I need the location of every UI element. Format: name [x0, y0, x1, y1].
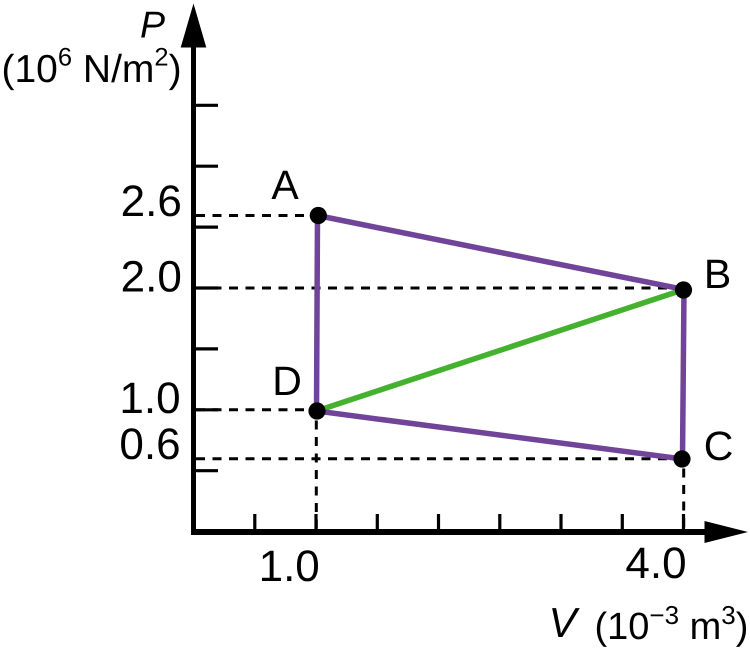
svg-text:A: A: [271, 162, 299, 208]
svg-text:V: V: [549, 599, 581, 646]
svg-text:0.6: 0.6: [119, 420, 180, 469]
svg-text:C: C: [704, 423, 734, 469]
svg-text:(106 N/m2): (106 N/m2): [2, 43, 182, 91]
svg-text:D: D: [272, 358, 302, 404]
svg-text:1.0: 1.0: [119, 374, 180, 423]
svg-text:2.0: 2.0: [121, 253, 182, 302]
svg-text:B: B: [704, 251, 731, 297]
svg-text:4.0: 4.0: [625, 539, 686, 588]
svg-text:1.0: 1.0: [259, 542, 320, 591]
svg-text:P: P: [140, 3, 165, 45]
svg-text:2.6: 2.6: [121, 177, 182, 226]
